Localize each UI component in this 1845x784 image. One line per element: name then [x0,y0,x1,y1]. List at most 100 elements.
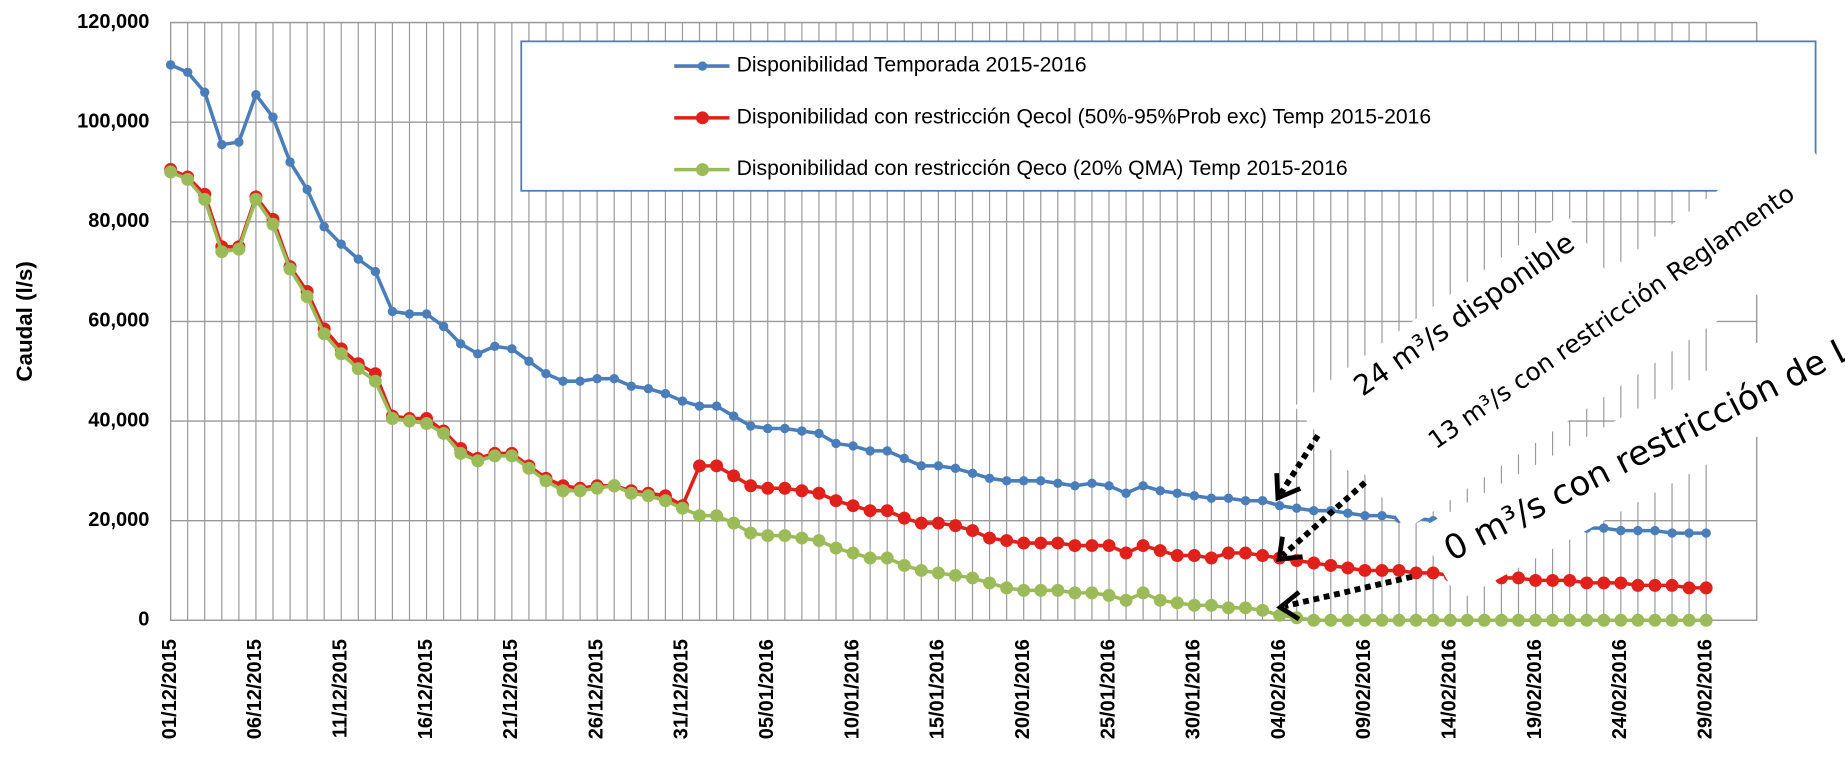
x-tick-label: 16/12/2015 [415,639,437,739]
data-point [863,504,877,518]
data-point [1085,586,1099,600]
data-point [914,563,928,577]
x-tick-label: 26/12/2015 [585,639,607,739]
data-point [1477,613,1491,627]
data-point [1546,573,1560,587]
data-point [592,373,602,384]
data-point [370,266,381,277]
data-point [1034,583,1048,597]
data-point [1684,528,1694,538]
data-point [1597,613,1611,627]
data-point [916,461,927,471]
data-point [283,262,297,276]
legend-label: Disponibilidad con restricción Qeco (20%… [737,157,1348,180]
data-point [1324,613,1338,627]
data-point [1000,581,1014,595]
data-point [1256,549,1270,562]
data-point [1392,563,1406,577]
x-tick-label: 10/01/2016 [841,639,863,739]
data-point [848,441,858,451]
data-point [488,449,502,463]
data-point [795,531,809,545]
data-point [1206,493,1217,503]
data-point [164,165,178,179]
data-point [846,546,860,560]
data-point [933,461,944,471]
data-point [1392,613,1406,627]
arrow-head [1276,536,1303,562]
y-tick-label: 120,000 [77,11,149,33]
data-point [1597,576,1611,590]
data-point [865,446,875,456]
data-point [694,401,705,411]
data-point [1034,536,1048,550]
x-tick-label: 24/02/2016 [1609,639,1631,739]
data-point [710,509,724,523]
data-point [1136,539,1150,553]
data-point [1667,528,1677,538]
data-point [1153,544,1167,558]
x-tick-label: 31/12/2015 [671,639,693,739]
legend-marker [697,61,708,71]
data-point [711,401,722,411]
data-point [421,309,432,319]
x-tick-label: 01/12/2015 [159,639,181,739]
data-point [727,469,741,483]
data-point [1358,563,1372,577]
data-point [541,368,551,379]
data-point [658,494,672,508]
x-tick-label: 20/01/2016 [1012,639,1034,739]
data-point [1239,546,1252,560]
x-tick-label: 19/02/2016 [1524,639,1546,739]
arrow [1284,573,1413,610]
data-point [268,112,278,122]
data-point [353,254,363,264]
data-point [693,459,706,473]
annotation-box [1353,129,1845,530]
data-point [505,449,519,463]
x-tick-label: 21/12/2015 [500,639,522,739]
data-point [200,87,210,97]
data-point [812,534,826,548]
data-point [1512,613,1525,627]
data-point [302,184,312,195]
data-point [455,339,466,349]
data-point [914,516,928,530]
data-point [880,551,894,565]
x-tick-label: 14/02/2016 [1439,639,1461,739]
data-point [1104,481,1114,491]
data-point [746,421,756,431]
data-point [607,479,621,493]
data-point [897,559,911,572]
legend-marker [695,163,709,177]
data-point [763,423,773,434]
data-point [795,484,809,498]
data-point [897,511,911,525]
data-point [1053,478,1063,488]
data-point [677,396,688,406]
data-point [387,306,398,317]
data-point [300,290,314,303]
data-point [1309,505,1319,516]
data-point [1546,613,1560,627]
data-point [744,526,758,540]
data-point [1512,571,1525,585]
data-point [1443,613,1457,627]
data-point [1068,586,1082,600]
data-point [1170,549,1184,562]
data-point [1631,578,1645,592]
data-point [1375,563,1389,577]
data-point [882,446,892,456]
data-point [1102,588,1116,602]
data-point [1051,536,1065,550]
data-point [539,474,553,488]
data-point [558,376,568,386]
x-tick-label: 29/02/2016 [1694,639,1716,739]
data-point [710,459,724,473]
legend-marker [695,111,709,125]
data-point [1699,581,1713,595]
data-point [948,519,962,533]
data-point [1256,603,1270,617]
data-point [880,504,894,518]
data-point [522,461,536,475]
